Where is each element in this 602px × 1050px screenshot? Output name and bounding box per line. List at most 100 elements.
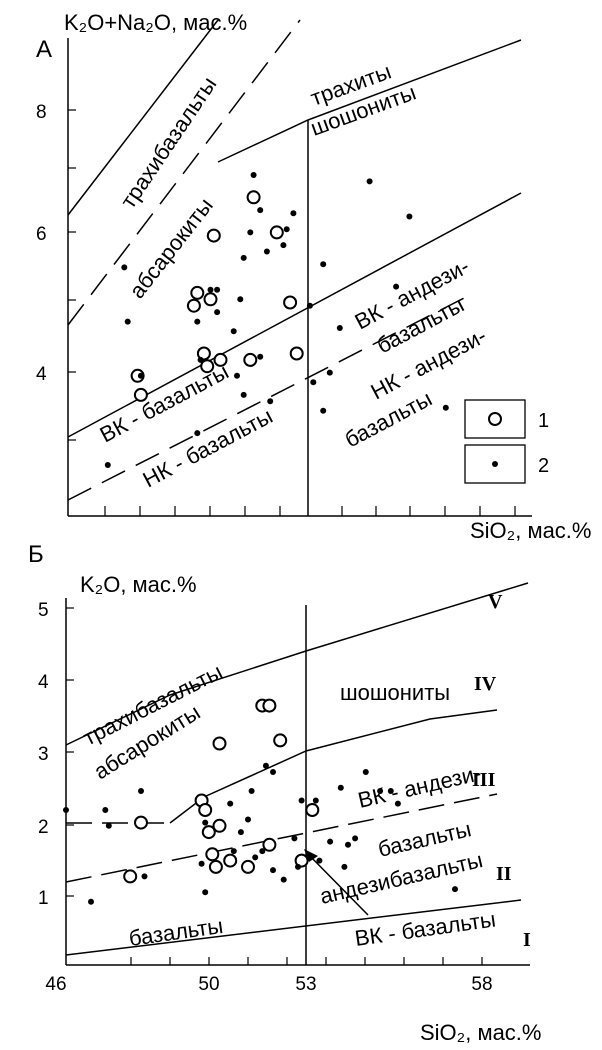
panel-a-dot-point-31: [393, 283, 400, 290]
panel-a-dot-point-30: [366, 178, 373, 185]
panel-b-dot-point-27: [341, 863, 348, 870]
panel-b-open-circle-point-9: [241, 859, 255, 874]
panel-b-boundary-line-i-ii: [65, 899, 522, 956]
panel-a-chart: А K₂O+Na₂O, мас.% SiO₂, мас.% 8 6 4 тра: [36, 10, 591, 543]
panel-a-dot-point-3: [137, 372, 144, 379]
legend-box-1: [464, 399, 526, 439]
panel-b-annotation-arrowhead: [304, 849, 318, 862]
panel-a-open-circle-point-8: [213, 352, 228, 367]
panel-b-boundary-line-iii-iv: [169, 709, 498, 824]
panel-a-legend: 1 2: [464, 399, 549, 484]
panel-b-dot-point-14: [252, 854, 259, 861]
panel-b-x-tick-53: 53: [295, 974, 316, 995]
panel-a-tick-marks: [68, 109, 516, 516]
panel-b-dot-point-12: [245, 816, 251, 823]
panel-b-open-circle-point-10: [262, 837, 277, 852]
panel-a-dot-point-16: [250, 172, 257, 178]
panel-a-dot-point-29: [336, 325, 343, 331]
panel-b-open-circle-point-0: [123, 869, 138, 884]
panel-a-open-circle-point-6: [196, 346, 211, 361]
panel-b-dot-point-30: [362, 769, 369, 775]
panel-b-x-axis-label: SiO₂, мас.%: [420, 1020, 541, 1045]
panel-b-open-circle-point-5: [212, 736, 227, 751]
panel-b-dot-point-23: [312, 797, 319, 804]
panel-b-open-circle-point-12: [262, 698, 277, 713]
panel-a-dot-point-33: [442, 404, 449, 411]
panel-a-dot-point-26: [320, 261, 327, 268]
panel-a-dot-point-1: [121, 264, 128, 271]
panel-a-data-points: [104, 172, 449, 468]
panel-b-dot-point-5: [141, 873, 148, 880]
panel-b-x-tick-46: 46: [45, 974, 66, 995]
panel-a-dot-point-32: [406, 213, 413, 220]
panel-b-dot-point-2: [102, 807, 109, 813]
panel-a-open-circle-point-4: [203, 292, 218, 307]
panel-b-dot-point-13: [248, 788, 255, 794]
panel-b-open-circle-point-16: [212, 818, 227, 833]
panel-b-field-label-hk-andesi: ВК - андези-: [356, 760, 484, 813]
panel-b-field-label-hk-basalts: ВК - базальты: [353, 906, 497, 951]
panel-b-open-circle-point-7: [208, 859, 223, 874]
panel-b-field-label-basalts: базальты: [127, 913, 224, 951]
panel-a-open-circle-point-10: [246, 190, 261, 205]
panel-a-dot-point-27: [320, 407, 327, 414]
panel-b-open-circle-point-1: [134, 815, 148, 830]
panel-b-y-tick-5: 5: [38, 600, 49, 621]
legend-box-2: [464, 444, 526, 484]
panel-b-dot-point-1: [88, 898, 94, 905]
panel-a-dot-point-19: [263, 248, 270, 255]
panel-a-dot-point-23: [290, 210, 297, 217]
legend-marker-dot: [492, 461, 498, 467]
panel-b-dot-point-29: [352, 835, 359, 842]
panel-b-dot-point-28: [345, 841, 351, 848]
panel-b-y-tick-1: 1: [38, 888, 49, 909]
panel-a-dot-point-4: [194, 318, 201, 325]
panel-a-dot-point-22: [283, 226, 290, 233]
panel-b-x-tick-50: 50: [198, 974, 219, 995]
panel-a-dot-point-14: [240, 254, 247, 261]
panel-b-label: Б: [28, 541, 44, 568]
panel-b-annotation-arrow-line: [305, 851, 369, 916]
panel-b-region-ii: II: [496, 863, 512, 885]
panel-b-dot-point-31: [377, 788, 384, 794]
panel-b-region-iv: IV: [474, 673, 497, 695]
panel-a-boundary-trachybasalt: [67, 19, 219, 216]
panel-b-open-circle-point-8: [223, 853, 238, 868]
panel-b-dot-point-6: [202, 889, 209, 896]
panel-b-dot-point-20: [291, 835, 298, 842]
panel-a-dot-point-13: [240, 391, 247, 398]
panel-a-dot-point-0: [104, 462, 111, 468]
panel-b-dot-point-25: [327, 838, 334, 845]
panel-a-dot-point-5: [197, 356, 204, 363]
panel-a-open-circle-point-11: [269, 225, 284, 240]
panel-a-dot-point-11: [237, 296, 244, 303]
panel-b-open-circle-point-15: [294, 853, 309, 868]
panel-a-open-circle-point-1: [133, 387, 148, 402]
panel-b-dot-point-15: [259, 848, 266, 855]
panel-b-region-i: I: [523, 929, 531, 951]
panel-a-open-circle-point-3: [186, 298, 201, 313]
panel-b-open-circle-point-4: [201, 825, 216, 840]
panel-b-tick-marks: [66, 607, 483, 965]
legend-marker-open-circle: [488, 412, 502, 426]
panel-b-y-tick-2: 2: [38, 817, 49, 838]
panel-a-dot-point-17: [257, 207, 264, 214]
panel-a-y-axis-label: K₂O+Na₂O, мас.%: [64, 10, 247, 35]
panel-a-y-tick-8: 8: [36, 102, 47, 123]
panel-b-dashed-boundary-ii-iii: [65, 793, 498, 883]
panel-b-chart: Б K₂O, мас.% SiO₂, мас.% 1 2 3 4 5 46 50…: [28, 541, 541, 1045]
panel-a-dot-point-21: [280, 242, 287, 249]
panel-a-dot-point-6: [194, 430, 201, 437]
panel-a-dot-point-8: [214, 309, 221, 316]
panel-b-open-circle-point-14: [305, 803, 320, 817]
panel-b-dot-point-32: [387, 788, 394, 794]
panel-a-dot-point-7: [207, 286, 214, 293]
panel-b-dot-point-26: [337, 784, 344, 791]
panel-a-dot-point-24: [306, 302, 313, 309]
panel-a-y-tick-6: 6: [36, 224, 47, 245]
panel-a-dot-point-9: [214, 286, 221, 293]
panel-b-dot-point-11: [237, 829, 244, 836]
panel-b-region-iii: III: [472, 769, 496, 791]
panel-b-dot-point-16: [262, 762, 269, 769]
